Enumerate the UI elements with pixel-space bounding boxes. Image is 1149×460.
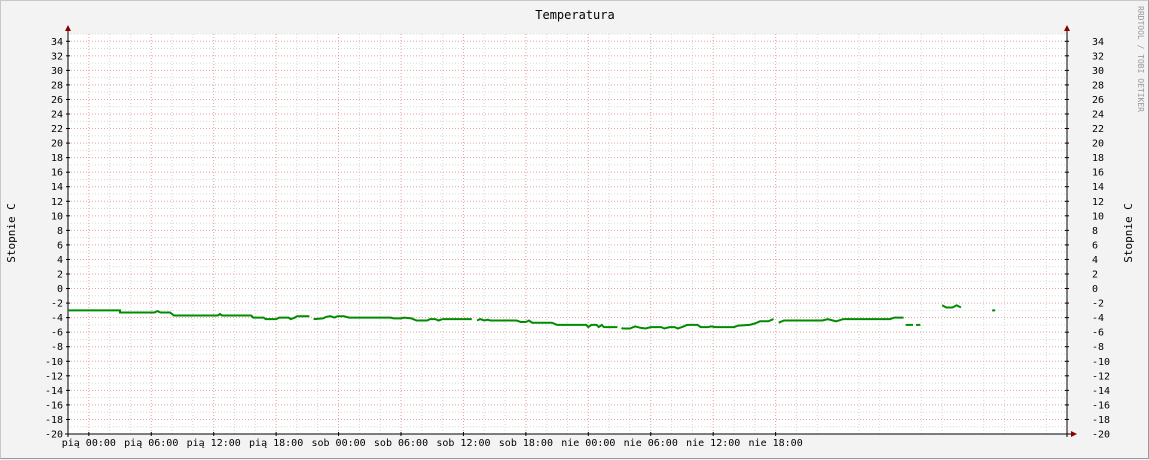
y-tick-label-left: -18 — [45, 415, 63, 426]
y-tick-label-left: -10 — [45, 357, 63, 368]
y-tick-label-right: -10 — [1092, 357, 1110, 368]
y-axis-right: 3432302826242220181614121086420-2-4-6-8-… — [1065, 37, 1110, 441]
y-tick-label-left: 0 — [57, 284, 63, 295]
y-tick-label-right: -12 — [1092, 371, 1110, 382]
y-tick-label-left: 6 — [57, 240, 63, 251]
y-tick-label-right: -18 — [1092, 415, 1110, 426]
y-tick-label-left: -14 — [45, 386, 63, 397]
x-axis: pią 00:00 pią 06:00 pią 12:00 pią 18:00 sob … — [62, 432, 803, 449]
y-tick-label-left: 32 — [51, 51, 63, 62]
major-grid — [68, 34, 1067, 435]
x-tick-label: nie 18:00 — [749, 438, 803, 449]
y-tick-label-right: 16 — [1092, 168, 1104, 179]
y-tick-label-left: 18 — [51, 153, 63, 164]
y-tick-label-right: -20 — [1092, 430, 1110, 441]
y-tick-label-right: 4 — [1092, 255, 1098, 266]
series-line-segment — [621, 318, 774, 330]
y-tick-label-left: -20 — [45, 430, 63, 441]
y-axis-title-right: Stopnie C — [1122, 203, 1135, 263]
y-tick-label-right: 22 — [1092, 124, 1104, 135]
y-tick-label-left: 34 — [51, 37, 63, 48]
x-tick-label: pią 18:00 — [249, 438, 303, 449]
series-line-segment — [941, 304, 962, 309]
series-line-segment — [778, 316, 904, 324]
y-tick-label-right: 24 — [1092, 110, 1104, 121]
y-tick-label-right: 10 — [1092, 211, 1104, 222]
axes — [65, 25, 1077, 437]
y-tick-label-right: 14 — [1092, 182, 1104, 193]
x-tick-label: sob 18:00 — [499, 438, 553, 449]
y-tick-label-right: -4 — [1092, 313, 1104, 324]
series-line-segment — [476, 318, 618, 329]
y-tick-label-right: 26 — [1092, 95, 1104, 106]
y-tick-label-left: -4 — [51, 313, 63, 324]
y-axis-arrow-right-icon — [1064, 25, 1070, 31]
x-tick-label: pią 00:00 — [62, 438, 116, 449]
x-tick-label: sob 06:00 — [374, 438, 428, 449]
y-tick-label-right: -2 — [1092, 299, 1104, 310]
y-axis-title-left: Stopnie C — [5, 203, 18, 263]
y-axis-arrow-left-icon — [65, 25, 71, 31]
rrdtool-watermark: RRDTOOL / TOBI OETIKER — [1136, 6, 1145, 112]
y-tick-label-left: 8 — [57, 226, 63, 237]
y-tick-label-right: 2 — [1092, 270, 1098, 281]
series-line-segment — [68, 309, 310, 321]
y-tick-label-right: -6 — [1092, 328, 1104, 339]
y-tick-label-right: -16 — [1092, 400, 1110, 411]
series-temperature — [68, 304, 996, 330]
series-line-segment — [313, 315, 472, 322]
y-tick-label-right: -8 — [1092, 342, 1104, 353]
y-tick-label-right: 32 — [1092, 51, 1104, 62]
y-tick-label-left: -16 — [45, 400, 63, 411]
x-tick-label: nie 00:00 — [561, 438, 615, 449]
y-tick-label-left: 2 — [57, 270, 63, 281]
y-tick-label-right: 0 — [1092, 284, 1098, 295]
y-tick-label-left: 20 — [51, 139, 63, 150]
y-tick-label-right: 30 — [1092, 66, 1104, 77]
y-tick-label-left: -2 — [51, 299, 63, 310]
x-axis-arrow-icon — [1071, 431, 1077, 437]
y-tick-label-right: 12 — [1092, 197, 1104, 208]
y-tick-label-right: -14 — [1092, 386, 1110, 397]
y-tick-label-left: 16 — [51, 168, 63, 179]
y-tick-label-right: 28 — [1092, 80, 1104, 91]
y-tick-label-right: 20 — [1092, 139, 1104, 150]
y-tick-label-right: 8 — [1092, 226, 1098, 237]
y-tick-label-right: 6 — [1092, 240, 1098, 251]
x-tick-label: sob 12:00 — [436, 438, 490, 449]
y-tick-label-left: 4 — [57, 255, 63, 266]
x-tick-label: pią 12:00 — [187, 438, 241, 449]
y-tick-label-left: 10 — [51, 211, 63, 222]
y-tick-label-left: 14 — [51, 182, 63, 193]
y-tick-label-left: 12 — [51, 197, 63, 208]
chart-title: Temperatura — [535, 8, 614, 22]
y-tick-label-left: 22 — [51, 124, 63, 135]
y-tick-label-left: -8 — [51, 342, 63, 353]
y-axis-left: 3432302826242220181614121086420-2-4-6-8-… — [45, 37, 70, 441]
x-tick-label: nie 06:00 — [624, 438, 678, 449]
y-tick-label-left: -12 — [45, 371, 63, 382]
y-tick-label-right: 34 — [1092, 37, 1104, 48]
y-tick-label-left: -6 — [51, 328, 63, 339]
x-tick-label: pią 06:00 — [124, 438, 178, 449]
y-tick-label-right: 18 — [1092, 153, 1104, 164]
x-tick-label: sob 00:00 — [311, 438, 365, 449]
y-tick-label-left: 26 — [51, 95, 63, 106]
y-tick-label-left: 30 — [51, 66, 63, 77]
x-tick-label: nie 12:00 — [686, 438, 740, 449]
y-tick-label-left: 24 — [51, 110, 63, 121]
y-tick-label-left: 28 — [51, 80, 63, 91]
